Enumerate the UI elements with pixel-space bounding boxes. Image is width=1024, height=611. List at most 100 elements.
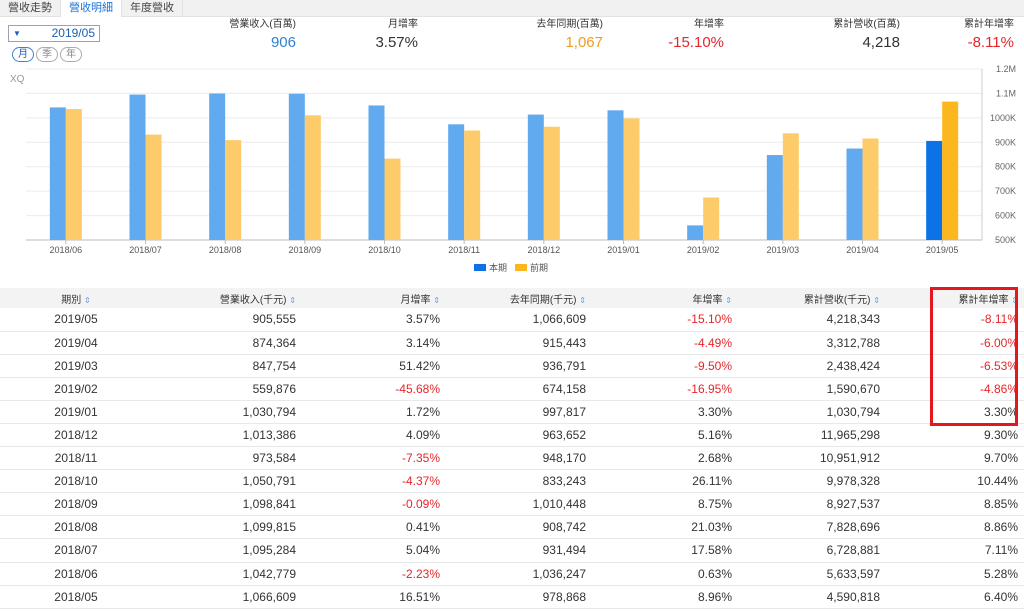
summary-cum: 累計營收(百萬) 4,218 [800,19,900,52]
y-tick-label: 1.1M [996,88,1016,98]
bar-previous[interactable] [782,133,799,240]
x-tick-label: 2019/02 [687,245,720,255]
period-dropdown[interactable]: ▼ 2019/05 [8,25,100,42]
summary-revenue: 營業收入(百萬) 906 [196,19,296,52]
table-row[interactable]: 2019/02 559,876 -45.68% 674,158 -16.95% 1,590… [0,377,1024,401]
cell-mom: 1.72% [302,400,446,424]
x-tick-label: 2018/08 [209,245,242,255]
bar-current[interactable] [687,225,704,240]
cell-yoy: 26.11% [592,469,738,494]
bar-current[interactable] [209,93,226,241]
bar-current[interactable] [448,124,465,240]
header-mom[interactable]: 月增率 ⇕ [302,288,446,308]
freq-month-button[interactable]: 月 [12,47,34,62]
tab-bar: 營收走勢 營收明細 年度營收 [0,0,1024,17]
bar-previous[interactable] [464,130,481,240]
bar-previous[interactable] [623,118,640,240]
bar-current[interactable] [49,107,66,240]
freq-year-button[interactable]: 年 [60,47,82,62]
cell-prev: 936,791 [446,354,592,378]
header-cum[interactable]: 累計營收(千元) ⇕ [738,288,886,308]
bar-previous[interactable] [942,101,959,240]
freq-quarter-button[interactable]: 季 [36,47,58,62]
cell-revenue: 1,095,284 [152,538,302,563]
table-row[interactable]: 2018/12 1,013,386 4.09% 963,652 5.16% 11,965,… [0,423,1024,448]
cell-period: 2018/05 [0,585,152,609]
cell-mom: -4.37% [302,469,446,494]
cell-yoy: 2.68% [592,446,738,471]
cell-period: 2018/10 [0,469,152,494]
bar-previous[interactable] [304,115,321,240]
bar-previous[interactable] [65,109,82,240]
cell-yoy: 8.96% [592,585,738,609]
table-row[interactable]: 2018/11 973,584 -7.35% 948,170 2.68% 10,951,9… [0,446,1024,471]
sort-icon: ⇕ [579,295,586,305]
cell-period: 2018/12 [0,423,152,448]
table-row[interactable]: 2018/07 1,095,284 5.04% 931,494 17.58% 6,728,… [0,538,1024,563]
cell-cum-yoy: 8.85% [886,492,1024,517]
bar-current[interactable] [846,148,863,240]
tab-revenue-detail[interactable]: 營收明細 [61,0,122,17]
frequency-toggle: 月 季 年 [12,47,82,62]
cell-revenue: 973,584 [152,446,302,471]
header-revenue[interactable]: 營業收入(千元) ⇕ [152,288,302,308]
cell-yoy: 21.03% [592,515,738,540]
cell-revenue: 1,099,815 [152,515,302,540]
summary-cum-value: 4,218 [862,34,900,51]
cell-prev: 674,158 [446,377,592,401]
summary-prev: 去年同期(百萬) 1,067 [503,19,603,52]
bar-current[interactable] [368,105,385,240]
cell-cum-yoy: 9.30% [886,423,1024,448]
bar-current[interactable] [766,155,783,240]
x-tick-label: 2018/09 [289,245,322,255]
header-cum-yoy[interactable]: 累計年增率 ⇕ [886,288,1024,308]
table-row[interactable]: 2018/06 1,042,779 -2.23% 1,036,247 0.63% 5,63… [0,562,1024,586]
table-row[interactable]: 2019/05 905,555 3.57% 1,066,609 -15.10% 4,218… [0,308,1024,332]
table-row[interactable]: 2019/01 1,030,794 1.72% 997,817 3.30% 1,030,7… [0,400,1024,424]
summary-cum-yoy-label: 累計年增率 [964,19,1014,30]
revenue-bar-chart: 500K 600K 700K 800K 900K 1000K 1.1M 1.2M 2018/06… [26,64,1016,273]
bar-current[interactable] [288,93,305,240]
sort-icon: ⇕ [1011,295,1018,305]
summary-mom: 月增率 3.57% [318,19,418,52]
cell-period: 2019/05 [0,308,152,332]
cell-prev: 1,036,247 [446,562,592,586]
cell-cum: 1,030,794 [738,400,886,424]
header-prev[interactable]: 去年同期(千元) ⇕ [446,288,592,308]
table-row[interactable]: 2019/03 847,754 51.42% 936,791 -9.50% 2,438,4… [0,354,1024,378]
bar-previous[interactable] [145,134,162,240]
table-row[interactable]: 2018/09 1,098,841 -0.09% 1,010,448 8.75% 8,92… [0,492,1024,517]
bar-previous[interactable] [384,158,401,240]
cell-cum-yoy: 3.30% [886,400,1024,424]
y-tick-label: 600K [995,211,1016,221]
bar-previous[interactable] [543,126,560,240]
bar-current[interactable] [926,140,943,240]
bar-previous[interactable] [703,197,720,240]
table-row[interactable]: 2018/05 1,066,609 16.51% 978,868 8.96% 4,590,… [0,585,1024,609]
table-row[interactable]: 2019/04 874,364 3.14% 915,443 -4.49% 3,312,78… [0,331,1024,355]
header-yoy[interactable]: 年增率 ⇕ [592,288,738,308]
cell-yoy: 8.75% [592,492,738,517]
cell-cum: 11,965,298 [738,423,886,448]
cell-mom: -0.09% [302,492,446,517]
header-period[interactable]: 期別 ⇕ [0,288,152,308]
bar-current[interactable] [129,94,146,240]
cell-cum-yoy: -6.53% [886,354,1024,378]
y-tick-label: 500K [995,235,1016,245]
bar-current[interactable] [527,114,544,240]
cell-period: 2018/11 [0,446,152,471]
bar-previous[interactable] [225,140,242,240]
cell-prev: 931,494 [446,538,592,563]
cell-revenue: 1,098,841 [152,492,302,517]
sort-icon: ⇕ [433,295,440,305]
tab-annual-revenue[interactable]: 年度營收 [122,0,183,16]
legend-swatch-current [474,264,486,271]
table-row[interactable]: 2018/10 1,050,791 -4.37% 833,243 26.11% 9,978… [0,469,1024,494]
bar-current[interactable] [607,110,624,240]
cell-prev: 978,868 [446,585,592,609]
table-row[interactable]: 2018/08 1,099,815 0.41% 908,742 21.03% 7,828,… [0,515,1024,540]
cell-period: 2019/04 [0,331,152,355]
tab-revenue-trend[interactable]: 營收走勢 [0,0,61,16]
summary-yoy-value: -15.10% [668,34,724,51]
bar-previous[interactable] [862,138,879,240]
